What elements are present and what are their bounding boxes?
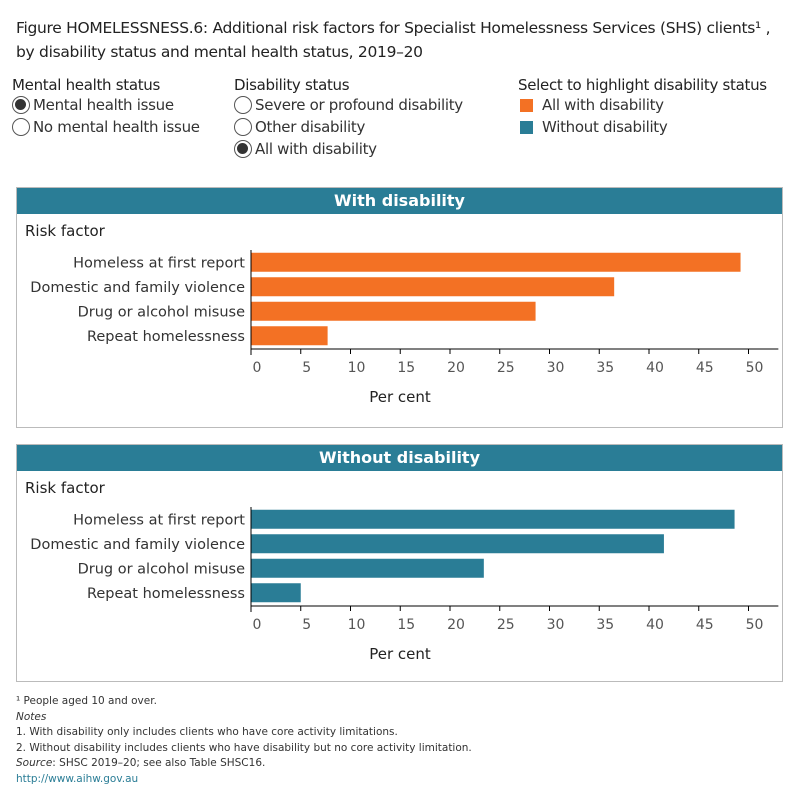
x-tick-label: 0 [253, 360, 262, 376]
bar[interactable] [251, 301, 536, 321]
x-tick-label: 25 [497, 617, 515, 633]
legend-label: Without disability [542, 118, 668, 136]
radio-label: Other disability [255, 118, 366, 136]
footer: ¹ People aged 10 and over. Notes 1. With… [16, 694, 472, 787]
bar[interactable] [251, 277, 615, 297]
title-line-1: Figure HOMELESSNESS.6: Additional risk f… [16, 19, 771, 37]
x-tick-label: 20 [447, 360, 465, 376]
x-tick-label: 40 [646, 617, 664, 633]
category-label: Homeless at first report [73, 255, 245, 271]
legend-swatch [520, 120, 533, 134]
x-tick-label: 0 [253, 617, 262, 633]
bar[interactable] [251, 558, 484, 578]
category-label: Homeless at first report [73, 512, 245, 528]
source-text: : SHSC 2019–20; see also Table SHSC16. [52, 757, 266, 769]
x-tick-label: 30 [547, 360, 565, 376]
source-label: Source [16, 757, 53, 769]
x-tick-label: 45 [696, 360, 714, 376]
without-disability-panel: Without disability Risk factor Homeless … [16, 444, 783, 682]
legend-swatch [520, 98, 533, 112]
mental-health-filter: Mental health status Mental health issue… [12, 76, 200, 138]
title-line-2: by disability status and mental health s… [16, 43, 423, 61]
radio-button-icon[interactable] [12, 118, 30, 136]
bar[interactable] [251, 509, 735, 529]
highlight-legend: Select to highlight disability status Al… [518, 76, 767, 138]
x-tick-label: 15 [397, 617, 415, 633]
x-tick-label: 5 [302, 617, 311, 633]
panel-title: Without disability [17, 445, 782, 471]
radio-button-icon[interactable] [234, 96, 252, 114]
x-tick-label: 10 [348, 360, 366, 376]
x-tick-label: 25 [497, 360, 515, 376]
x-tick-label: 50 [746, 360, 764, 376]
bar[interactable] [251, 534, 664, 554]
legend-heading: Select to highlight disability status [518, 76, 767, 94]
note-2: 2. Without disability includes clients w… [16, 741, 472, 754]
radio-option[interactable]: Mental health issue [12, 94, 200, 116]
x-tick-label: 35 [596, 617, 614, 633]
bar-chart-with-disability: Homeless at first report Domestic and fam… [30, 250, 779, 406]
radio-label: Severe or profound disability [255, 96, 463, 114]
x-tick-label: 35 [596, 360, 614, 376]
x-axis-title: Per cent [369, 388, 431, 406]
x-tick-label: 40 [646, 360, 664, 376]
x-tick-label: 15 [397, 360, 415, 376]
notes-label: Notes [16, 710, 47, 723]
x-tick-label: 20 [447, 617, 465, 633]
legend-label: All with disability [542, 96, 664, 114]
radio-label: Mental health issue [33, 96, 174, 114]
x-tick-label: 30 [547, 617, 565, 633]
radio-option[interactable]: Other disability [234, 116, 463, 138]
bar[interactable] [251, 252, 741, 272]
note-1: 1. With disability only includes clients… [16, 726, 398, 738]
radio-button-icon[interactable] [234, 140, 252, 158]
radio-option[interactable]: All with disability [234, 138, 463, 160]
aihw-link[interactable]: http://www.aihw.gov.au [16, 772, 139, 785]
filter-heading: Mental health status [12, 76, 161, 94]
filter-heading: Disability status [234, 76, 350, 94]
category-label: Domestic and family violence [30, 280, 245, 296]
category-label: Drug or alcohol misuse [78, 561, 245, 577]
disability-filter: Disability status Severe or profound dis… [234, 76, 463, 160]
legend-item[interactable]: Without disability [518, 116, 767, 138]
y-axis-title: Risk factor [25, 222, 105, 240]
radio-label: All with disability [255, 140, 377, 158]
category-label: Drug or alcohol misuse [78, 304, 245, 320]
x-tick-label: 45 [696, 617, 714, 633]
x-tick-label: 5 [302, 360, 311, 376]
panel-title: With disability [17, 188, 782, 214]
x-axis-title: Per cent [369, 645, 431, 663]
radio-option[interactable]: No mental health issue [12, 116, 200, 138]
x-tick-label: 50 [746, 617, 764, 633]
radio-label: No mental health issue [33, 118, 200, 136]
radio-option[interactable]: Severe or profound disability [234, 94, 463, 116]
bar[interactable] [251, 583, 301, 603]
source: Source: SHSC 2019–20; see also Table SHS… [16, 756, 472, 772]
legend-item[interactable]: All with disability [518, 94, 767, 116]
bar[interactable] [251, 326, 328, 346]
y-axis-title: Risk factor [25, 479, 105, 497]
with-disability-panel: With disability Risk factor Homeless at … [16, 187, 783, 428]
radio-button-icon[interactable] [234, 118, 252, 136]
bar-chart-without-disability: Homeless at first report Domestic and fam… [30, 507, 779, 663]
category-label: Repeat homelessness [87, 586, 245, 602]
x-tick-label: 10 [348, 617, 366, 633]
footnote: ¹ People aged 10 and over. [16, 695, 157, 707]
radio-button-icon[interactable] [12, 96, 30, 114]
category-label: Repeat homelessness [87, 329, 245, 345]
figure-title: Figure HOMELESSNESS.6: Additional risk f… [16, 16, 771, 64]
category-label: Domestic and family violence [30, 537, 245, 553]
